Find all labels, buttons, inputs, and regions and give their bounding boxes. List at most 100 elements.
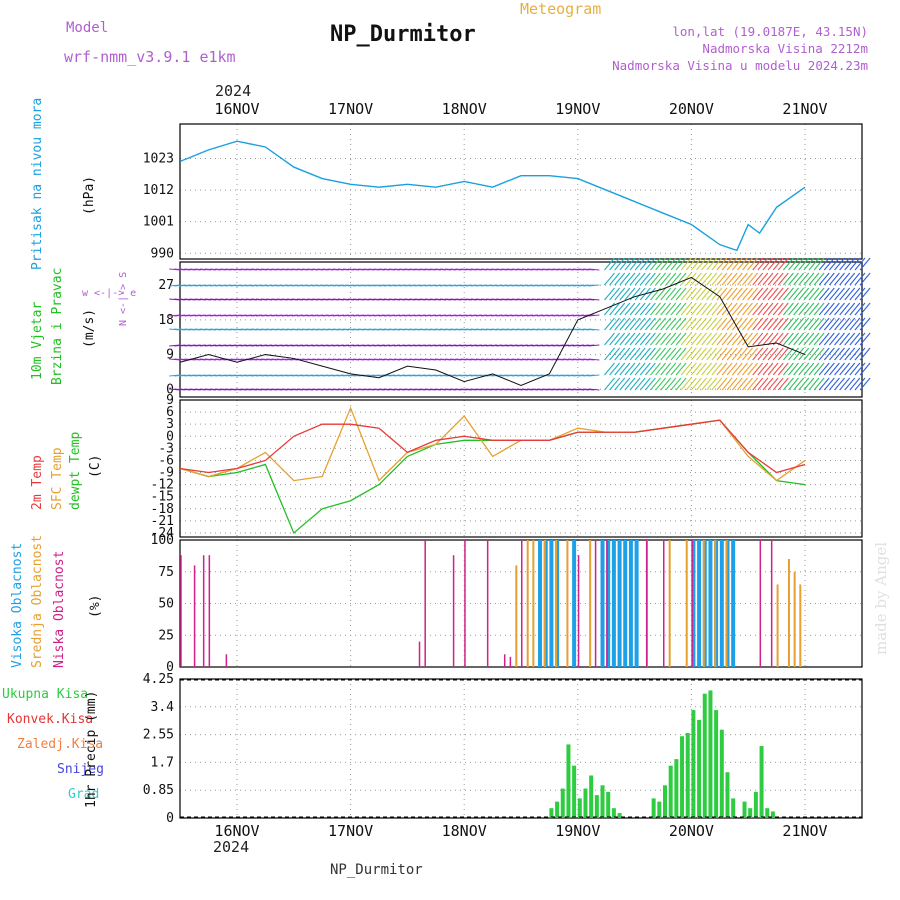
wind-arrow: [818, 302, 830, 316]
wind-arrow: [772, 302, 784, 316]
wind-arrow: [680, 347, 692, 361]
wind-arrow: [655, 317, 667, 331]
wind-arrow: [762, 287, 774, 301]
xtick-label-bottom: 17NOV: [328, 822, 373, 840]
wind-arrow: [670, 317, 682, 331]
wind-arrow: [650, 347, 661, 361]
wind-arrow: [665, 257, 677, 271]
wind-arrow: [588, 328, 600, 331]
ytick-label: -15: [151, 490, 174, 505]
ytick-label: 25: [158, 628, 174, 643]
wind-arrow: [777, 377, 789, 391]
precip-bar: [748, 808, 753, 818]
wind-arrow: [767, 377, 779, 391]
wind-arrow: [716, 302, 728, 316]
wind-arrow: [650, 272, 661, 286]
wind-arrow: [670, 287, 682, 301]
wind-arrow: [639, 347, 651, 361]
low-cloud-bar: [691, 540, 693, 667]
wind-arrow: [798, 272, 810, 286]
wind-arrow: [670, 257, 682, 271]
wind-arrow: [829, 287, 840, 301]
wind-arrow: [813, 287, 825, 301]
wind-arrow: [788, 317, 799, 331]
wind-arrow: [849, 347, 861, 361]
wind-arrow: [721, 272, 733, 286]
wind-arrow: [834, 347, 845, 361]
wind-arrow: [813, 332, 825, 346]
wind-arrow: [747, 362, 759, 376]
wind-arrow: [685, 362, 697, 376]
wind-arrow: [757, 287, 769, 301]
wind-arrow: [731, 302, 743, 316]
sfc-temp-line: [180, 406, 806, 482]
precip-bar: [697, 719, 702, 818]
wind-arrow: [711, 287, 723, 301]
wind-arrow: [793, 362, 805, 376]
wind-arrow: [839, 287, 851, 301]
mid-cloud-bar: [555, 540, 558, 667]
wind-arrow: [644, 302, 656, 316]
wind-arrow: [726, 287, 738, 301]
wind-arrow: [818, 362, 830, 376]
wind-arrow: [839, 302, 851, 316]
ytick-label: -6: [158, 453, 174, 468]
wind-arrow: [803, 302, 815, 316]
wind-arrow: [742, 347, 753, 361]
wind-arrow: [701, 377, 713, 391]
pressure-line: [179, 140, 806, 252]
precip-bar: [663, 785, 667, 818]
wind-arrow: [834, 287, 845, 301]
wind-arrow: [808, 362, 820, 376]
ytick-label: 3: [166, 417, 174, 432]
wind-arrow: [736, 302, 748, 316]
wind-arrow: [782, 332, 794, 346]
wind-arrow: [619, 347, 631, 361]
wind-arrow: [854, 317, 866, 331]
temp-2m-line: [180, 419, 806, 474]
wind-arrow: [839, 347, 851, 361]
wind-arrow: [844, 272, 856, 286]
precip-bar: [549, 808, 554, 818]
wind-arrow: [731, 257, 743, 271]
wind-arrow: [655, 377, 667, 391]
wind-arrow: [757, 317, 769, 331]
xtick-label-top: 19NOV: [555, 100, 600, 118]
wind-arrow: [736, 362, 748, 376]
wind-arrow: [849, 377, 861, 391]
precip-legend-total: Ukupna Kisa: [2, 687, 89, 702]
wind-arrow: [859, 257, 871, 271]
wind-arrow: [782, 362, 794, 376]
precip-bar: [572, 765, 577, 818]
wind-arrow: [829, 272, 840, 286]
wind-arrow: [839, 362, 851, 376]
wind-arrow: [777, 317, 789, 331]
wind-arrow: [609, 347, 621, 361]
wind-arrow: [731, 377, 743, 391]
wind-arrow: [859, 272, 871, 286]
ytick-label: 18: [158, 313, 174, 328]
low-cloud-bar: [759, 540, 762, 667]
wind-arrow: [752, 287, 764, 301]
wind-arrow: [716, 317, 728, 331]
wind-arrow: [854, 302, 866, 316]
wind-arrow: [808, 287, 820, 301]
wind-arrow: [747, 332, 759, 346]
wind-arrow: [629, 257, 641, 271]
wind-arrow: [588, 284, 600, 287]
wind-arrow: [726, 272, 738, 286]
wind-arrow: [614, 347, 626, 361]
wind-arrow: [808, 272, 820, 286]
wind-arrow: [644, 332, 656, 346]
wind-arrow: [736, 272, 748, 286]
mid-cloud-bar: [532, 540, 535, 667]
wind-arrow: [629, 332, 641, 346]
high-cloud-bar: [549, 540, 554, 667]
wind-arrow: [772, 272, 784, 286]
wind-arrow: [685, 272, 697, 286]
wind-arrow: [604, 377, 615, 391]
wind-arrow: [696, 302, 707, 316]
footer-station: NP_Durmitor: [330, 862, 423, 878]
wind-arrow: [675, 362, 687, 376]
